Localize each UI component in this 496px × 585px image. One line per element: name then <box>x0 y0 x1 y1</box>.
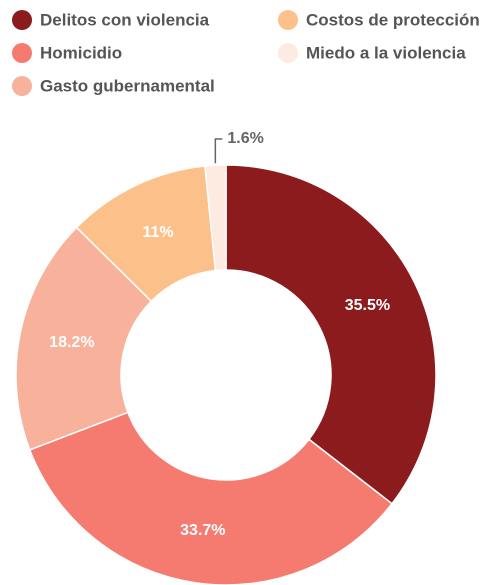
value-label: 18.2% <box>49 334 94 351</box>
legend-label: Miedo a la violencia <box>306 43 466 62</box>
legend-label: Gasto gubernamental <box>40 76 215 95</box>
value-label: 1.6% <box>227 130 263 147</box>
value-label: 11% <box>142 224 173 241</box>
legend-label: Costos de protección <box>306 10 480 29</box>
legend-label: Homicidio <box>40 43 122 62</box>
donut-slice <box>28 411 393 585</box>
legend-label: Delitos con violencia <box>40 10 210 29</box>
legend-swatch <box>12 43 32 63</box>
legend-swatch <box>278 43 298 63</box>
value-label: 35.5% <box>345 297 390 314</box>
donut-slice <box>15 226 153 451</box>
donut-slice <box>225 164 437 505</box>
legend-swatch <box>12 76 32 96</box>
legend-swatch <box>12 10 32 30</box>
donut-slice <box>204 164 227 272</box>
value-label: 33.7% <box>180 522 225 539</box>
leader-line <box>214 138 223 164</box>
legend-swatch <box>278 10 298 30</box>
